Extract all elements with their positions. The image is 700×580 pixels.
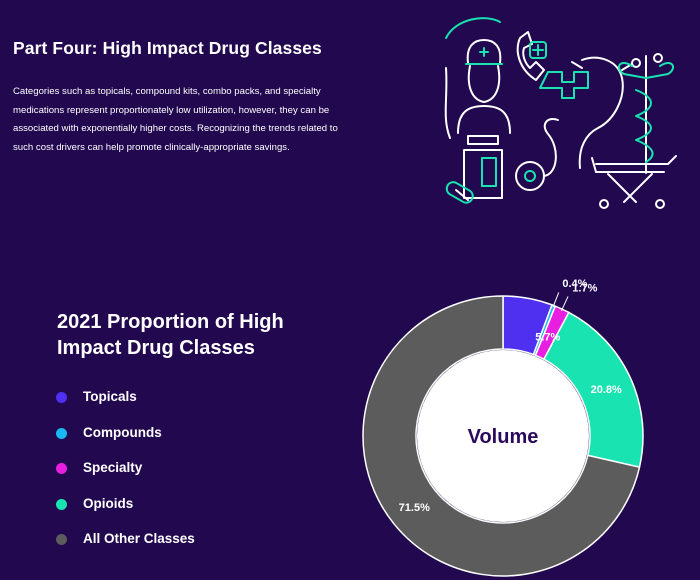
pill-icon — [445, 181, 474, 204]
data-label-opioids: 20.8% — [591, 384, 622, 396]
slice-all-other — [362, 295, 641, 577]
legend-label-all-other: All Other Classes — [83, 531, 195, 546]
medicine-bottle-icon — [463, 135, 503, 199]
legend-swatch-opioids — [56, 498, 67, 510]
legend-swatch-compounds — [56, 427, 67, 439]
data-label-topicals: 5.7% — [535, 332, 560, 344]
data-label-specialty: 1.7% — [572, 282, 597, 294]
legend-item-specialty: Specialty — [56, 457, 195, 493]
legend-swatch-all-other — [56, 534, 67, 545]
legend-label-compounds: Compounds — [83, 424, 162, 440]
nurse-icon — [444, 17, 511, 139]
legend-item-compounds: Compounds — [56, 422, 195, 458]
legend-label-opioids: Opioids — [83, 495, 134, 511]
legend-swatch-specialty — [56, 463, 67, 474]
donut-center — [417, 350, 589, 522]
stethoscope-icon — [515, 53, 663, 191]
chart-title: 2021 Proportion of High Impact Drug Clas… — [57, 311, 284, 359]
gurney-icon — [591, 155, 677, 209]
data-label-all-other: 71.5% — [399, 502, 430, 514]
legend-swatch-topicals — [56, 392, 67, 403]
leader-line-specialty — [560, 296, 569, 312]
leader-line-compounds — [552, 292, 560, 308]
page-title: Part Four: High Impact Drug Classes — [13, 38, 322, 58]
center-label: Volume — [468, 426, 539, 448]
legend-label-topicals: Topicals — [83, 389, 137, 404]
intro-paragraph: Categories such as topicals, compound ki… — [13, 86, 338, 153]
healthcare-illustration — [444, 17, 677, 209]
legend-label-specialty: Specialty — [83, 460, 143, 475]
legend-item-topicals: Topicals — [56, 386, 195, 422]
chart-legend: Topicals Compounds Specialty Opioids All… — [56, 386, 195, 564]
phone-cross-icon — [516, 31, 547, 81]
legend-item-all-other: All Other Classes — [56, 528, 195, 564]
data-label-compounds: 0.4% — [562, 278, 587, 290]
caduceus-icon — [617, 55, 675, 174]
legend-item-opioids: Opioids — [56, 493, 195, 529]
